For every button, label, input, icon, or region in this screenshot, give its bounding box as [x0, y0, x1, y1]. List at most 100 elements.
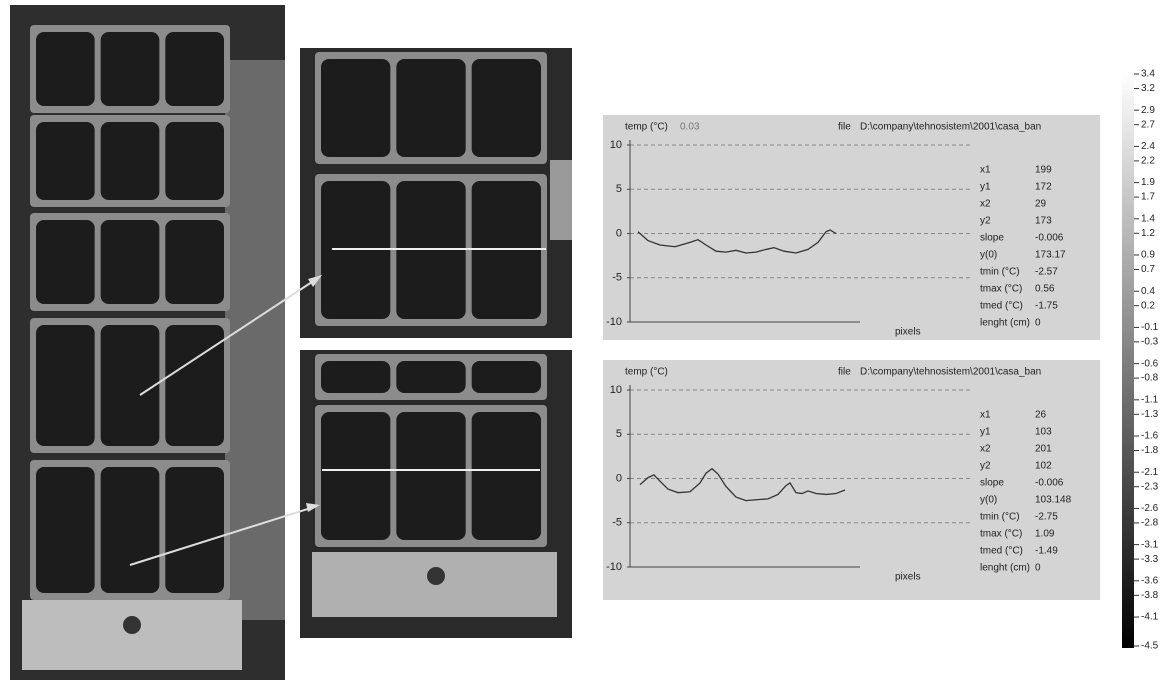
colorbar-tick-label: 2.7: [1141, 119, 1155, 130]
file-label: file: [838, 122, 851, 133]
param-label: tmin (°C): [980, 267, 1020, 278]
y-axis-label: temp (°C): [625, 122, 668, 133]
file-label: file: [838, 367, 851, 378]
window-cell: [36, 122, 95, 200]
window-cell: [321, 361, 390, 393]
colorbar-tick-label: 0.9: [1141, 250, 1155, 261]
param-value: -0.006: [1035, 233, 1064, 244]
colorbar-tick-label: 1.9: [1141, 177, 1155, 188]
y-tick-label: 10: [610, 139, 622, 151]
y-tick-label: 10: [610, 384, 622, 396]
colorbar-tick-label: -2.3: [1141, 481, 1159, 492]
colorbar-tick-label: -0.3: [1141, 337, 1159, 348]
x-axis-label: pixels: [895, 327, 921, 338]
param-label: tmin (°C): [980, 512, 1020, 523]
window-cell: [101, 220, 160, 304]
colorbar-tick-label: 0.4: [1141, 286, 1155, 297]
param-label: slope: [980, 478, 1004, 489]
param-value: 0: [1035, 318, 1041, 329]
chart-panel: [603, 115, 1100, 340]
param-value: 201: [1035, 444, 1052, 455]
param-label: y(0): [980, 495, 997, 506]
cursor-value: 0.03: [680, 122, 700, 133]
window-cell: [472, 361, 541, 393]
colorbar-tick-label: 3.4: [1141, 69, 1155, 80]
colorbar-tick-label: 2.9: [1141, 105, 1155, 116]
param-value: 173.17: [1035, 250, 1066, 261]
window-cell: [472, 412, 541, 540]
colorbar-tick-label: 3.2: [1141, 83, 1155, 94]
page: {"chart_data": [ {"type": "line", "y_lab…: [0, 0, 1172, 680]
param-value: -1.49: [1035, 546, 1058, 557]
image-spot: [427, 567, 445, 585]
window-cell: [36, 325, 95, 446]
param-value: 26: [1035, 410, 1047, 421]
param-label: tmed (°C): [980, 301, 1023, 312]
param-label: x1: [980, 165, 991, 176]
colorbar-tick-label: -2.8: [1141, 518, 1159, 529]
image-spot: [123, 616, 141, 634]
colorbar-tick-label: -3.6: [1141, 575, 1159, 586]
param-label: y2: [980, 216, 991, 227]
param-value: 0: [1035, 563, 1041, 574]
image-block: [550, 160, 572, 240]
colorbar-tick-label: -0.1: [1141, 322, 1159, 333]
param-label: tmed (°C): [980, 546, 1023, 557]
colorbar-tick-label: 1.4: [1141, 213, 1155, 224]
colorbar-tick-label: -3.3: [1141, 554, 1159, 565]
window-cell: [165, 220, 224, 304]
param-value: -2.75: [1035, 512, 1058, 523]
window-cell: [36, 32, 95, 106]
window-cell: [165, 32, 224, 106]
param-label: slope: [980, 233, 1004, 244]
colorbar-tick-label: -0.8: [1141, 373, 1159, 384]
y-tick-label: -10: [606, 561, 622, 573]
param-value: -1.75: [1035, 301, 1058, 312]
param-value: -2.57: [1035, 267, 1058, 278]
colorbar: [1122, 72, 1134, 648]
window-cell: [472, 59, 541, 157]
param-label: x2: [980, 444, 991, 455]
param-value: 172: [1035, 182, 1052, 193]
colorbar-tick-label: 2.4: [1141, 141, 1155, 152]
y-tick-label: 5: [616, 183, 622, 195]
colorbar-tick-label: -1.8: [1141, 445, 1159, 456]
param-label: lenght (cm): [980, 563, 1030, 574]
window-cell: [101, 122, 160, 200]
param-value: 0.56: [1035, 284, 1055, 295]
param-value: 1.09: [1035, 529, 1055, 540]
param-value: 103: [1035, 427, 1052, 438]
param-label: lenght (cm): [980, 318, 1030, 329]
param-label: x2: [980, 199, 991, 210]
param-label: y1: [980, 182, 991, 193]
window-cell: [396, 59, 465, 157]
window-cell: [165, 122, 224, 200]
param-label: y2: [980, 461, 991, 472]
thermal-images: [10, 5, 572, 680]
window-cell: [321, 59, 390, 157]
window-cell: [101, 32, 160, 106]
file-path: D:\company\tehnosistem\2001\casa_ban: [860, 367, 1041, 378]
window-cell: [101, 467, 160, 593]
window-cell: [101, 325, 160, 446]
param-label: x1: [980, 410, 991, 421]
file-path: D:\company\tehnosistem\2001\casa_ban: [860, 122, 1041, 133]
param-value: 173: [1035, 216, 1052, 227]
y-axis-label: temp (°C): [625, 367, 668, 378]
y-tick-label: -5: [612, 272, 622, 284]
colorbar-tick-label: -1.6: [1141, 431, 1159, 442]
window-cell: [165, 467, 224, 593]
window-cell: [396, 412, 465, 540]
colorbar-tick-label: 0.7: [1141, 264, 1155, 275]
colorbar-tick-label: -3.8: [1141, 590, 1159, 601]
colorbar-tick-label: 0.2: [1141, 300, 1155, 311]
figure: temp (°C) 0.03 file D:\company\tehnosistem\…: [0, 0, 1172, 680]
param-value: 29: [1035, 199, 1047, 210]
window-cell: [36, 220, 95, 304]
param-label: tmax (°C): [980, 529, 1022, 540]
y-tick-label: 0: [616, 472, 622, 484]
param-label: y(0): [980, 250, 997, 261]
param-label: tmax (°C): [980, 284, 1022, 295]
y-tick-label: -5: [612, 517, 622, 529]
x-axis-label: pixels: [895, 572, 921, 583]
